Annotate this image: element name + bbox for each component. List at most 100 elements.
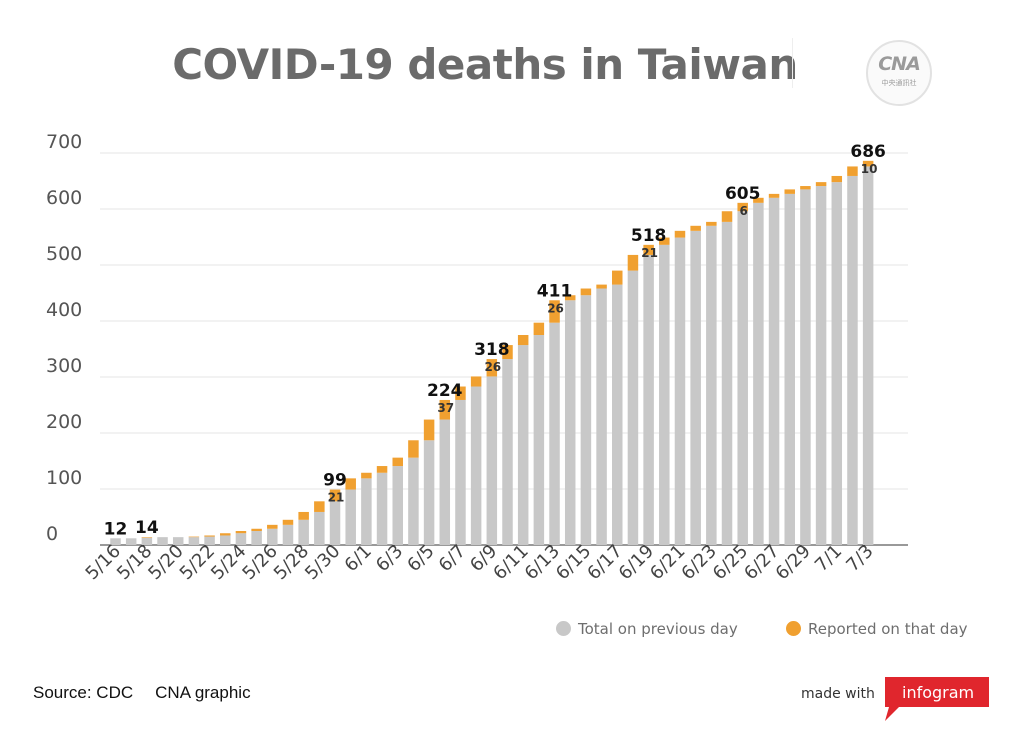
bar-total [392, 466, 403, 545]
bar-reported [329, 489, 341, 502]
bar-reported [486, 359, 498, 377]
bar-total [267, 528, 278, 545]
y-tick-label: 400 [46, 299, 82, 321]
bar-reported [392, 457, 403, 467]
bar-total [721, 221, 733, 545]
bar-reported [612, 270, 623, 285]
bar-total [815, 186, 827, 546]
bar-reported [470, 376, 482, 387]
bar-total [157, 537, 168, 545]
made-with-text: made with [801, 686, 875, 702]
source-text: Source: CDC [33, 683, 134, 702]
bar-reported [298, 511, 309, 520]
bar-total [251, 531, 262, 545]
bar-total [345, 489, 356, 545]
bar-reported [141, 537, 153, 538]
source-line: Source: CDC CNA graphic [33, 683, 273, 703]
bar-total [361, 478, 372, 545]
bar-total [768, 197, 780, 546]
bar-total [737, 211, 748, 546]
infogram-badge [885, 677, 989, 721]
data-label-total: 14 [135, 518, 159, 538]
chart-title: COVID-19 deaths in Taiwan [172, 40, 798, 89]
bar-reported [737, 202, 748, 212]
legend-swatch-total [556, 621, 571, 636]
bar-total [612, 284, 623, 545]
bar-reported [314, 501, 325, 512]
bar-total [423, 440, 435, 545]
bar-total [172, 537, 184, 545]
bar-total [549, 322, 560, 545]
bar-total [517, 345, 529, 545]
bar-reported [815, 182, 827, 187]
bar-reported [753, 197, 764, 203]
cna-logo: CNA 中央通訊社 [866, 40, 932, 106]
bar-total [643, 254, 654, 546]
bar-total [847, 175, 858, 545]
bar-reported [784, 189, 795, 194]
data-label-total: 99 [323, 471, 347, 491]
bar-total [831, 182, 843, 545]
bar-total [533, 335, 545, 545]
data-label-total: 518 [631, 226, 667, 246]
bar-total [204, 536, 215, 545]
bar-reported [220, 533, 231, 536]
bar-total [141, 537, 153, 545]
bar-reported [643, 244, 654, 255]
bar-reported [831, 175, 843, 183]
header-divider [792, 38, 793, 88]
bar-total [282, 524, 294, 545]
bar-reported [862, 160, 874, 167]
legend-swatch-reported [786, 621, 801, 636]
bar-reported [408, 440, 419, 458]
y-tick-label: 0 [46, 523, 58, 545]
bar-reported [282, 519, 294, 525]
bar-reported [376, 466, 388, 473]
bar-reported [188, 536, 200, 538]
y-tick-label: 600 [46, 187, 82, 209]
bar-total [439, 419, 451, 545]
x-tick-label: 6/3 [372, 541, 407, 576]
y-tick-label: 300 [46, 355, 82, 377]
data-label-reported: 26 [484, 360, 501, 374]
bar-reported [721, 211, 733, 222]
logo-text: CNA [878, 53, 921, 75]
bar-total [580, 295, 592, 545]
x-tick-label: 5/30 [301, 541, 344, 584]
bar-total [753, 202, 764, 545]
legend-item-total: Total on previous day [556, 620, 738, 638]
bar-reported [768, 193, 780, 198]
x-tick-label: 6/7 [435, 541, 470, 576]
bar-total [706, 225, 717, 546]
data-label-reported: 21 [328, 491, 345, 505]
legend-label-reported: Reported on that day [808, 620, 968, 638]
bar-total [110, 538, 121, 545]
bar-total [659, 244, 670, 545]
bar-total [470, 386, 482, 545]
y-tick-label: 200 [46, 411, 82, 433]
bar-total [188, 537, 200, 545]
data-label-reported: 6 [740, 204, 748, 218]
bar-reported [345, 478, 356, 490]
bar-total [455, 399, 466, 545]
bar-total [125, 538, 137, 545]
bar-total [784, 193, 795, 545]
bar-reported [580, 288, 592, 296]
x-tick-label: 7/1 [811, 541, 846, 576]
logo-subtext: 中央通訊社 [881, 79, 917, 87]
bar-total [674, 237, 686, 545]
x-tick-label: 6/5 [403, 541, 438, 576]
bar-reported [235, 531, 247, 534]
bar-reported [502, 345, 513, 360]
bar-reported [267, 524, 278, 529]
bar-total [596, 288, 607, 545]
legend-item-reported: Reported on that day [786, 620, 968, 638]
data-label-total: 605 [725, 184, 761, 204]
data-label-reported: 26 [547, 301, 564, 315]
bar-reported [800, 186, 811, 190]
data-label-total: 224 [427, 381, 463, 401]
legend-label-total: Total on previous day [578, 620, 738, 638]
bar-total [690, 230, 701, 545]
bar-total [502, 359, 513, 545]
x-tick-label: 6/29 [772, 541, 815, 584]
